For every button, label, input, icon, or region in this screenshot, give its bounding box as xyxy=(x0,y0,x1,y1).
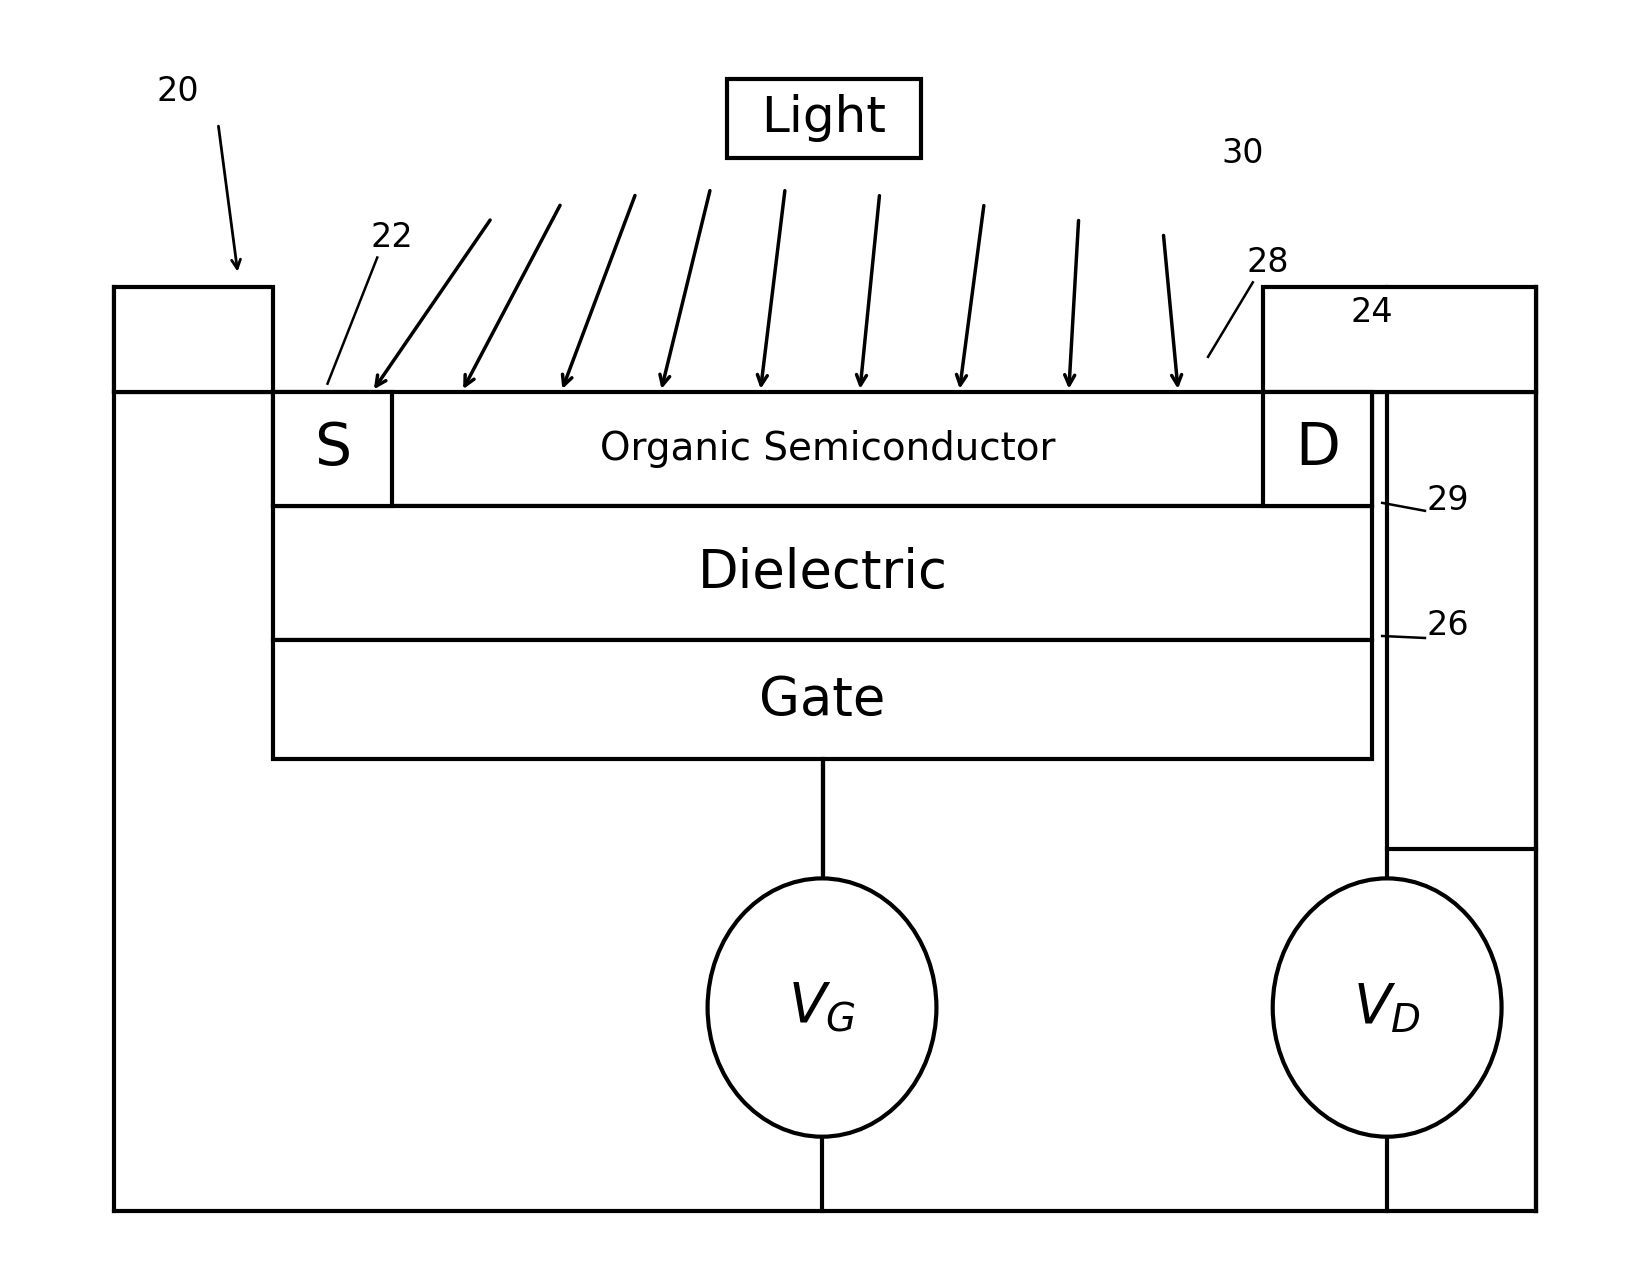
Text: 22: 22 xyxy=(371,221,414,254)
Bar xyxy=(114,287,274,391)
Text: 30: 30 xyxy=(1221,137,1264,170)
Text: 28: 28 xyxy=(1246,247,1289,278)
Text: Organic Semiconductor: Organic Semiconductor xyxy=(600,430,1055,468)
Bar xyxy=(1262,391,1373,506)
Text: 26: 26 xyxy=(1427,609,1470,642)
Ellipse shape xyxy=(707,878,936,1136)
Text: D: D xyxy=(1295,421,1340,477)
Ellipse shape xyxy=(1272,878,1501,1136)
Text: $V_D$: $V_D$ xyxy=(1353,980,1421,1035)
Text: 29: 29 xyxy=(1427,484,1470,517)
Bar xyxy=(727,79,921,158)
Text: S: S xyxy=(313,421,351,477)
Bar xyxy=(274,391,1373,506)
Bar xyxy=(274,391,392,506)
Text: Light: Light xyxy=(761,94,887,142)
Bar xyxy=(274,641,1373,759)
Text: Dielectric: Dielectric xyxy=(697,547,948,599)
Text: 24: 24 xyxy=(1351,296,1394,329)
Text: Gate: Gate xyxy=(760,674,885,726)
Bar xyxy=(274,506,1373,641)
Text: 20: 20 xyxy=(157,75,199,108)
Text: $V_G$: $V_G$ xyxy=(788,980,855,1035)
Bar xyxy=(1262,287,1536,391)
